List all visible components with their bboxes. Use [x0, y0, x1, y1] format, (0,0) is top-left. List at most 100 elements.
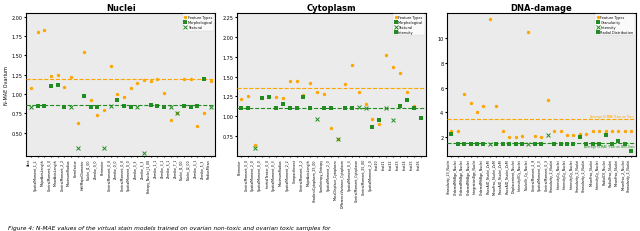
- Point: [298, 96, 308, 100]
- Point: [250, 147, 260, 150]
- Point: [575, 132, 585, 136]
- Point: [388, 66, 398, 70]
- Text: Average N-MAE Train on Non-Toxic: Average N-MAE Train on Non-Toxic: [584, 144, 634, 148]
- Point: [172, 111, 182, 115]
- Point: [402, 91, 412, 95]
- Point: [562, 134, 572, 137]
- Point: [326, 106, 336, 110]
- Point: [312, 118, 323, 122]
- Point: [626, 130, 636, 134]
- Point: [99, 109, 109, 113]
- Point: [549, 130, 559, 134]
- Point: [271, 106, 281, 110]
- Title: DNA-damage: DNA-damage: [511, 4, 572, 13]
- Point: [367, 117, 378, 121]
- Point: [530, 142, 540, 146]
- Point: [524, 31, 534, 34]
- Point: [549, 142, 559, 146]
- Point: [52, 84, 63, 87]
- Point: [381, 106, 392, 110]
- Point: [271, 96, 281, 100]
- Point: [607, 142, 617, 146]
- Point: [257, 97, 268, 100]
- Point: [86, 105, 96, 109]
- Point: [415, 116, 426, 120]
- Title: Cytoplasm: Cytoplasm: [307, 4, 356, 13]
- Point: [360, 103, 371, 107]
- Point: [367, 126, 378, 130]
- Point: [575, 136, 585, 140]
- Point: [319, 106, 330, 110]
- Point: [179, 104, 189, 108]
- Point: [543, 134, 553, 137]
- Point: [600, 130, 611, 134]
- Point: [205, 80, 216, 83]
- Point: [72, 147, 83, 151]
- Point: [264, 96, 274, 100]
- Point: [192, 104, 202, 108]
- Point: [472, 111, 482, 115]
- Point: [132, 105, 143, 109]
- Point: [146, 80, 156, 83]
- Point: [132, 81, 143, 85]
- Point: [517, 142, 527, 146]
- Point: [39, 29, 49, 33]
- Point: [452, 130, 463, 134]
- Point: [478, 142, 488, 146]
- Point: [113, 99, 123, 103]
- Point: [139, 79, 149, 83]
- Point: [594, 130, 604, 134]
- Point: [536, 136, 547, 140]
- Point: [59, 105, 69, 109]
- Point: [340, 83, 350, 87]
- Point: [556, 130, 566, 134]
- Point: [465, 101, 476, 105]
- Point: [388, 119, 398, 123]
- Point: [333, 137, 343, 141]
- Point: [125, 105, 136, 109]
- Point: [152, 104, 163, 108]
- Point: [409, 105, 419, 108]
- Title: Nuclei: Nuclei: [106, 4, 136, 13]
- Legend: Feature Types, Morphological, Textural: Feature Types, Morphological, Textural: [182, 15, 214, 31]
- Point: [626, 149, 636, 153]
- Point: [285, 80, 295, 84]
- Point: [26, 105, 36, 109]
- Point: [568, 142, 579, 146]
- Point: [186, 105, 196, 109]
- Point: [511, 136, 521, 140]
- Point: [620, 142, 630, 146]
- Point: [581, 142, 591, 146]
- Point: [291, 106, 301, 110]
- Point: [353, 90, 364, 94]
- Point: [278, 97, 288, 100]
- Point: [484, 18, 495, 22]
- Point: [92, 114, 102, 117]
- Point: [243, 106, 253, 110]
- Point: [46, 74, 56, 78]
- Point: [326, 127, 336, 131]
- Point: [524, 142, 534, 146]
- Point: [66, 76, 76, 80]
- Point: [536, 142, 547, 146]
- Point: [347, 64, 357, 67]
- Point: [72, 122, 83, 125]
- Point: [305, 106, 316, 110]
- Point: [360, 106, 371, 110]
- Point: [492, 105, 502, 109]
- Point: [172, 112, 182, 116]
- Point: [243, 94, 253, 98]
- Point: [607, 130, 617, 134]
- Point: [33, 31, 43, 35]
- Point: [353, 105, 364, 109]
- Point: [340, 106, 350, 110]
- Y-axis label: N-MAE Ovarium: N-MAE Ovarium: [4, 66, 9, 104]
- Point: [139, 152, 149, 155]
- Point: [46, 85, 56, 89]
- Point: [562, 142, 572, 146]
- Point: [374, 123, 385, 127]
- Point: [278, 103, 288, 107]
- Point: [556, 142, 566, 146]
- Point: [79, 51, 90, 54]
- Point: [166, 105, 176, 109]
